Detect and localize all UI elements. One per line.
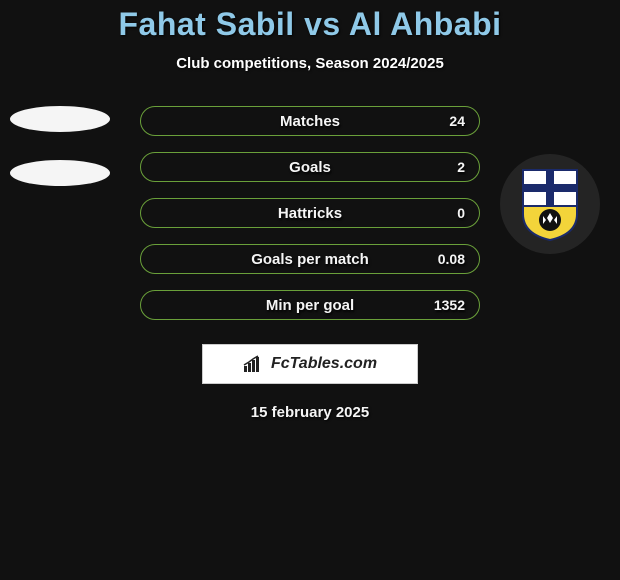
stat-value: 2 xyxy=(457,159,465,175)
stat-row-min-per-goal: Min per goal 1352 xyxy=(140,290,480,320)
player1-club-placeholder xyxy=(10,160,110,186)
stats-area: Matches 24 Goals 2 Hattricks 0 Goals per… xyxy=(0,106,620,421)
stat-row-matches: Matches 24 xyxy=(140,106,480,136)
bar-chart-icon xyxy=(243,355,265,373)
comparison-date: 15 february 2025 xyxy=(251,404,369,421)
stat-row-goals: Goals 2 xyxy=(140,152,480,182)
fctables-logo[interactable]: FcTables.com xyxy=(202,344,418,384)
root-container: Fahat Sabil vs Al Ahbabi Club competitio… xyxy=(0,0,620,421)
stat-row-goals-per-match: Goals per match 0.08 xyxy=(140,244,480,274)
player1-badge-placeholder xyxy=(10,106,110,132)
player2-club-badge xyxy=(500,154,600,254)
page-subtitle: Club competitions, Season 2024/2025 xyxy=(176,55,444,72)
stat-row-hattricks: Hattricks 0 xyxy=(140,198,480,228)
left-badges xyxy=(10,106,110,214)
stat-label: Matches xyxy=(280,113,340,130)
stat-label: Goals per match xyxy=(251,251,369,268)
stat-value: 0.08 xyxy=(438,251,465,267)
shield-icon xyxy=(519,166,581,242)
stat-label: Goals xyxy=(289,159,331,176)
page-title: Fahat Sabil vs Al Ahbabi xyxy=(118,6,501,43)
right-badge xyxy=(500,154,600,254)
stat-value: 0 xyxy=(457,205,465,221)
stat-value: 1352 xyxy=(434,297,465,313)
stat-label: Min per goal xyxy=(266,297,354,314)
logo-text: FcTables.com xyxy=(271,355,377,373)
stat-label: Hattricks xyxy=(278,205,342,222)
stat-value: 24 xyxy=(449,113,465,129)
